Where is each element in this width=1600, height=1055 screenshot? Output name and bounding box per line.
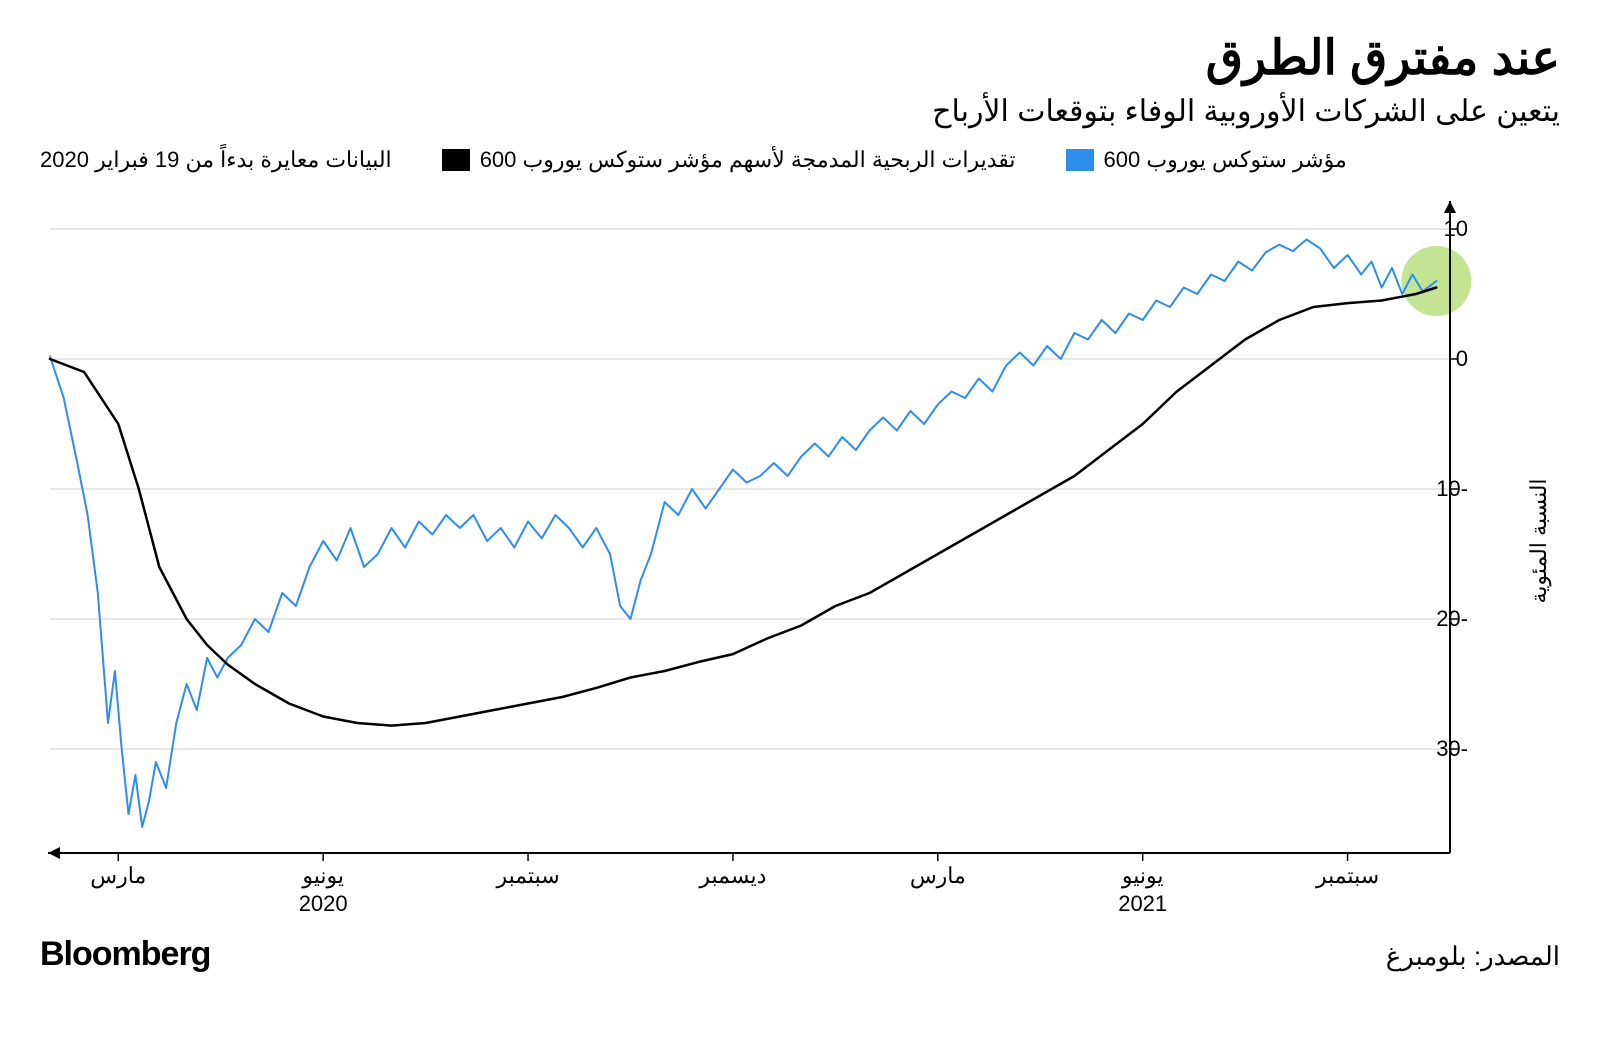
footer: المصدر: بلومبرغ Bloomberg	[40, 935, 1560, 974]
y-tick-label: -30	[1436, 736, 1468, 761]
meta-row: البيانات معايرة بدءاً من 19 فبراير 2020 …	[40, 147, 1560, 173]
x-tick-label: مارس	[90, 863, 146, 889]
chart-area: 10 0 -10 -20 -30 مارس يونيو سبتمبر ديسمبر مارس يون…	[40, 193, 1560, 913]
chart-svg: 10 0 -10 -20 -30 مارس يونيو سبتمبر ديسمبر مارس يون…	[40, 193, 1560, 913]
y-tick-label: -10	[1436, 476, 1468, 501]
legend-swatch-blue	[1066, 149, 1094, 171]
y-tick-label: -20	[1436, 606, 1468, 631]
chart-title: عند مفترق الطرق	[40, 30, 1560, 86]
x-tick-label: سبتمبر	[1315, 863, 1379, 889]
legend-label-black: تقديرات الربحية المدمجة لأسهم مؤشر ستوكس…	[480, 147, 1016, 173]
x-year-label: 2021	[1118, 891, 1167, 913]
series-line-black	[50, 288, 1436, 726]
x-year-label: 2020	[299, 891, 348, 913]
legend-label-blue: مؤشر ستوكس يوروب 600	[1104, 147, 1347, 173]
data-note: البيانات معايرة بدءاً من 19 فبراير 2020	[40, 147, 392, 173]
y-axis-title: النسبة المئوية	[1526, 478, 1552, 603]
brand-logo: Bloomberg	[40, 935, 210, 974]
x-tick-label: سبتمبر	[495, 863, 559, 889]
source-text: المصدر: بلومبرغ	[1386, 941, 1560, 972]
legend-item-black: تقديرات الربحية المدمجة لأسهم مؤشر ستوكس…	[442, 147, 1016, 173]
series-line-blue	[50, 239, 1436, 827]
x-tick-label: يونيو	[1121, 863, 1164, 889]
y-tick-label: 10	[1444, 216, 1468, 241]
y-tick-label: 0	[1456, 346, 1468, 371]
x-tick-label: ديسمبر	[698, 863, 766, 889]
chart-subtitle: يتعين على الشركات الأوروبية الوفاء بتوقع…	[40, 94, 1560, 129]
legend-swatch-black	[442, 149, 470, 171]
x-tick-label: مارس	[910, 863, 966, 889]
legend-item-blue: مؤشر ستوكس يوروب 600	[1066, 147, 1347, 173]
x-tick-label: يونيو	[301, 863, 344, 889]
